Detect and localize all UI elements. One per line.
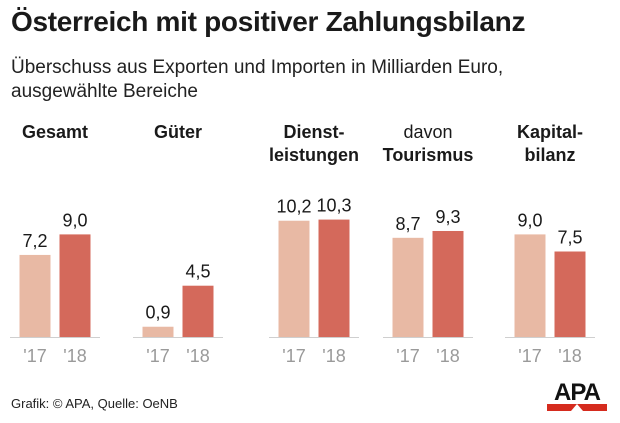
category-label: davon bbox=[403, 122, 452, 142]
value-label: 8,7 bbox=[395, 214, 420, 234]
year-tick-label: '17 bbox=[396, 346, 419, 366]
year-tick-label: '17 bbox=[518, 346, 541, 366]
bar-chart: Gesamt 7,2 '17 9,0 '18 Güter 0,9 '17 4,5 '18 Diens… bbox=[10, 122, 595, 366]
bar-2018 bbox=[318, 219, 350, 337]
value-label: 10,2 bbox=[276, 197, 311, 217]
bar-2017 bbox=[392, 237, 424, 337]
category-label: leistungen bbox=[269, 145, 359, 165]
bar-2018 bbox=[554, 251, 586, 337]
category-label: Kapital- bbox=[517, 122, 583, 142]
bar-2017 bbox=[514, 234, 546, 337]
category-label: Dienst- bbox=[283, 122, 344, 142]
bar-2018 bbox=[182, 285, 214, 337]
apa-logo-text: APA bbox=[554, 379, 601, 406]
value-label: 10,3 bbox=[316, 196, 351, 216]
source-credit: Grafik: © APA, Quelle: OeNB bbox=[11, 396, 178, 411]
year-tick-label: '18 bbox=[558, 346, 581, 366]
value-label: 4,5 bbox=[185, 262, 210, 282]
chart-title: Österreich mit positiver Zahlungsbilanz bbox=[11, 6, 526, 37]
value-label: 9,0 bbox=[517, 210, 542, 230]
year-tick-label: '17 bbox=[23, 346, 46, 366]
year-tick-label: '18 bbox=[436, 346, 459, 366]
category-label: Güter bbox=[154, 122, 202, 142]
bar-2017 bbox=[142, 326, 174, 337]
value-label: 0,9 bbox=[145, 303, 170, 323]
bar-2018 bbox=[432, 230, 464, 337]
apa-logo-notch bbox=[571, 404, 583, 411]
year-tick-label: '18 bbox=[63, 346, 86, 366]
year-tick-label: '18 bbox=[322, 346, 345, 366]
value-label: 7,2 bbox=[22, 231, 47, 251]
year-tick-label: '17 bbox=[146, 346, 169, 366]
category-label: Tourismus bbox=[383, 145, 474, 165]
value-label: 9,3 bbox=[435, 207, 460, 227]
bar-2018 bbox=[59, 234, 91, 337]
category-label: Gesamt bbox=[22, 122, 88, 142]
bar-2017 bbox=[278, 220, 310, 337]
year-tick-label: '17 bbox=[282, 346, 305, 366]
year-tick-label: '18 bbox=[186, 346, 209, 366]
apa-logo: APA bbox=[545, 379, 609, 414]
chart-subtitle: Überschuss aus Exporten und Importen in … bbox=[11, 57, 504, 102]
category-label: bilanz bbox=[524, 145, 575, 165]
value-label: 9,0 bbox=[62, 210, 87, 230]
bar-2017 bbox=[19, 254, 51, 337]
value-label: 7,5 bbox=[557, 228, 582, 248]
